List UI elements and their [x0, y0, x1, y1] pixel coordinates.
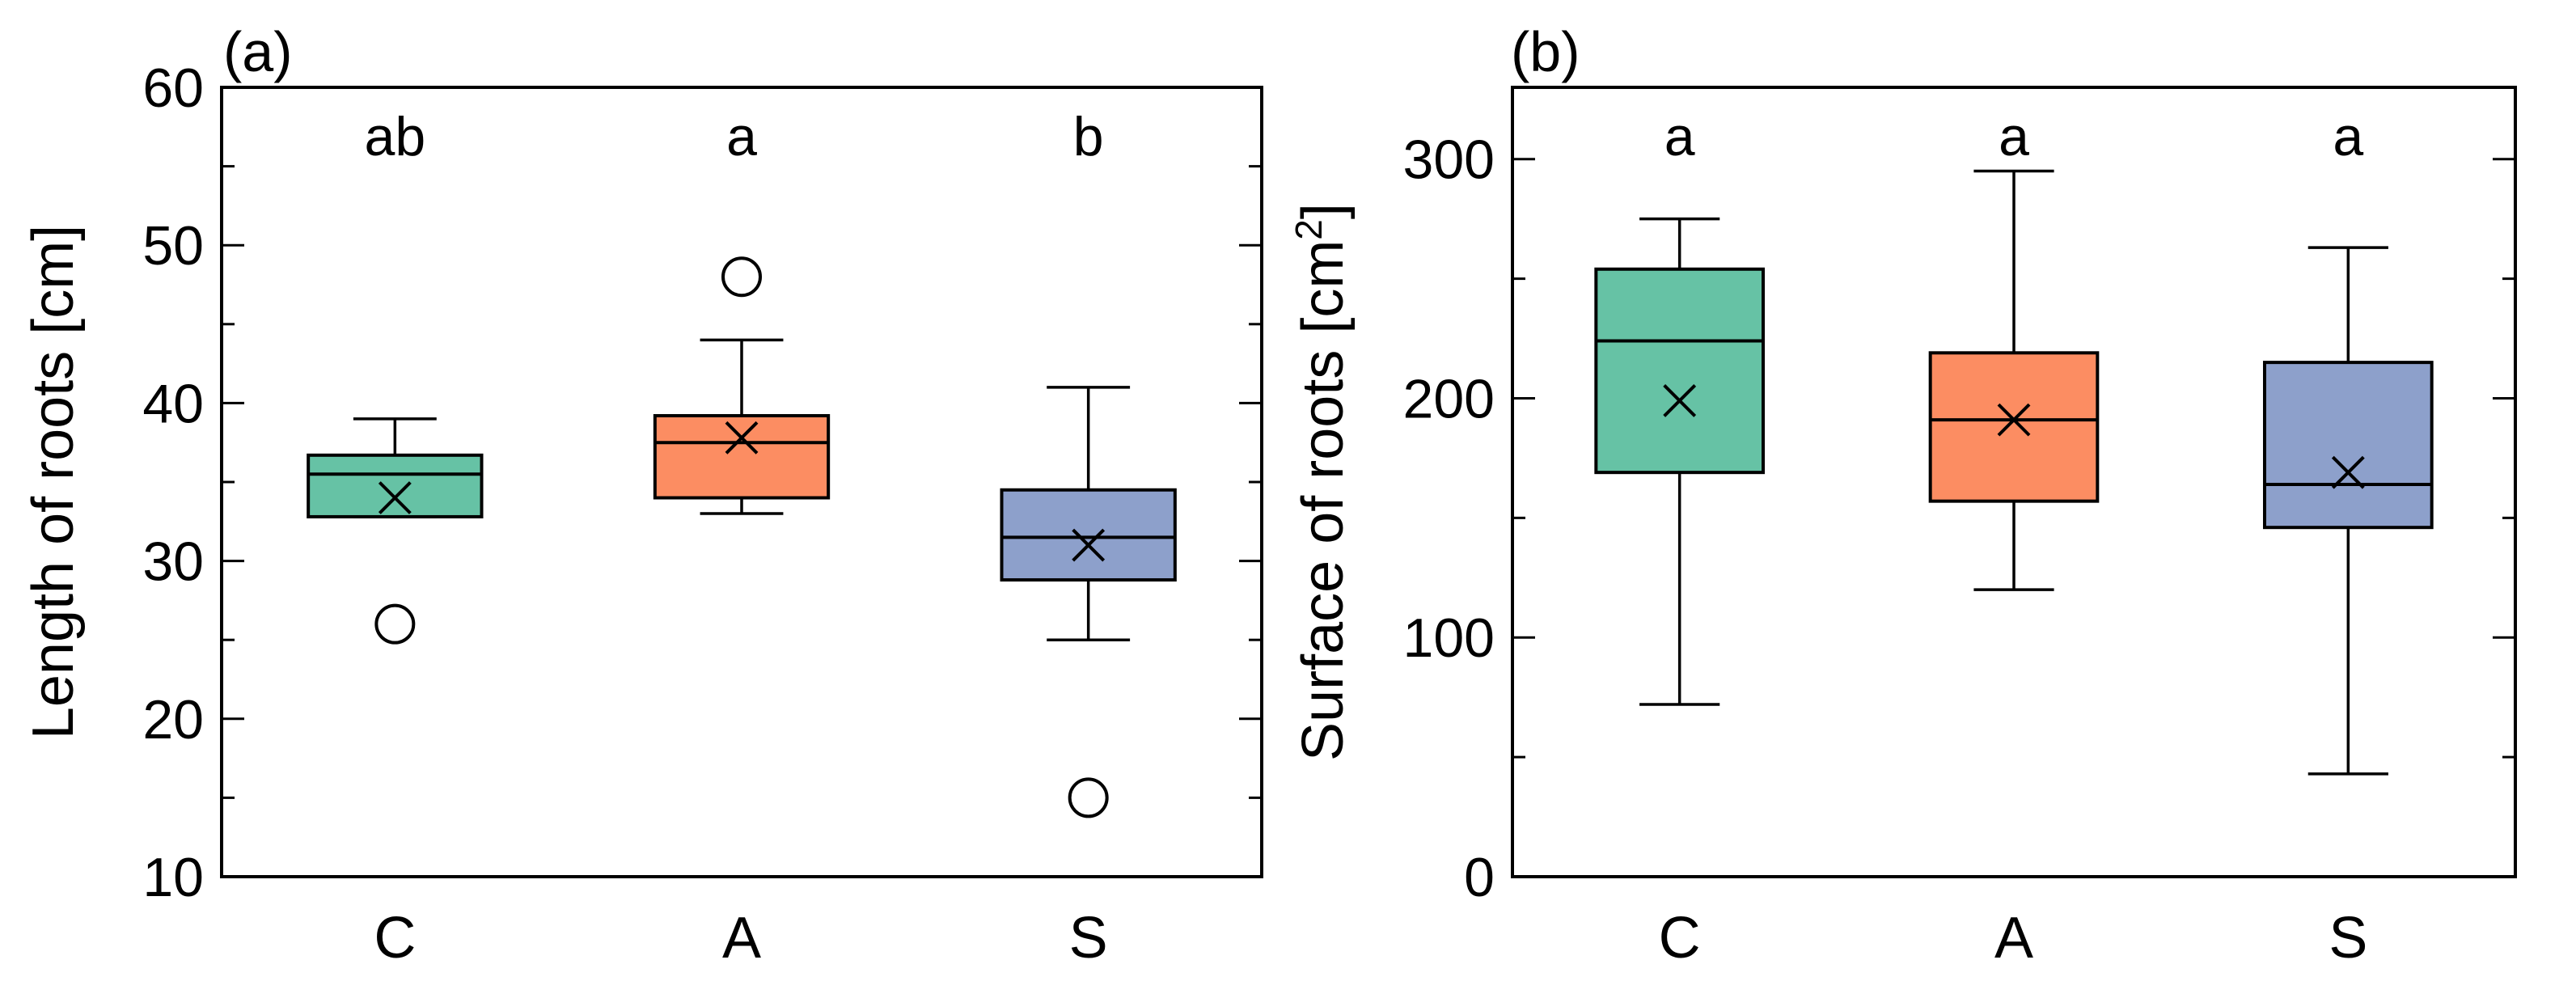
box-C: a	[1594, 106, 1766, 706]
significance-label: ab	[365, 106, 426, 167]
y-axis-title: Length of roots [cm]	[21, 225, 86, 739]
y-tick-label: 50	[142, 215, 204, 277]
significance-label: a	[726, 106, 757, 167]
panel-b: 0 100 200 300 C A S (b) Surface of roots [cm2] a a…	[1288, 20, 2517, 971]
mean-marker	[2331, 455, 2365, 489]
x-category-label: A	[722, 906, 761, 971]
x-category-label: S	[2329, 906, 2367, 971]
mean-marker	[378, 481, 412, 514]
iqr-box	[653, 414, 831, 500]
mean-marker	[1072, 528, 1106, 562]
mean-marker	[725, 421, 759, 455]
y-tick-label: 100	[1403, 607, 1495, 669]
y-axis-title-main: Surface of roots [cm	[1291, 240, 1356, 761]
plot-frame	[1511, 86, 2517, 878]
y-axis-title-main: Length of roots [cm]	[21, 225, 86, 739]
box-S: a	[2263, 106, 2434, 776]
y-tick-label: 0	[1464, 847, 1495, 908]
mean-marker	[1997, 403, 2031, 437]
box-A: a	[653, 106, 831, 515]
x-category-label: A	[1994, 906, 2033, 971]
x-category-label: C	[1659, 906, 1701, 971]
y-tick-label: 60	[142, 57, 204, 119]
significance-label: a	[1664, 106, 1695, 167]
outlier-point	[721, 256, 762, 298]
y-tick-label: 40	[142, 373, 204, 434]
y-tick-label: 20	[142, 689, 204, 751]
outlier-point	[1068, 777, 1109, 818]
panel-label: (b)	[1511, 20, 1580, 83]
box-A: a	[1928, 106, 2100, 591]
y-tick-label: 10	[142, 847, 204, 908]
iqr-box	[307, 453, 484, 518]
box-C: ab	[307, 106, 484, 645]
iqr-box	[1594, 267, 1766, 475]
iqr-box	[2263, 361, 2434, 530]
x-category-label: C	[374, 906, 416, 971]
panel-label: (a)	[223, 20, 293, 83]
y-tick-label: 300	[1403, 129, 1495, 191]
iqr-box	[1000, 488, 1177, 582]
x-category-label: S	[1069, 906, 1108, 971]
mean-marker	[1663, 384, 1697, 417]
box-S: b	[1000, 106, 1177, 818]
iqr-box	[1928, 351, 2100, 503]
significance-label: a	[2333, 106, 2363, 167]
y-tick-label: 30	[142, 531, 204, 593]
y-axis-title-suffix: ]	[1291, 203, 1356, 219]
significance-label: a	[1999, 106, 2029, 167]
outlier-point	[374, 603, 416, 645]
y-axis-title-superscript: 2	[1288, 219, 1330, 240]
y-axis-title: Surface of roots [cm2]	[1288, 203, 1356, 761]
y-tick-label: 200	[1403, 368, 1495, 429]
significance-label: b	[1073, 106, 1104, 167]
